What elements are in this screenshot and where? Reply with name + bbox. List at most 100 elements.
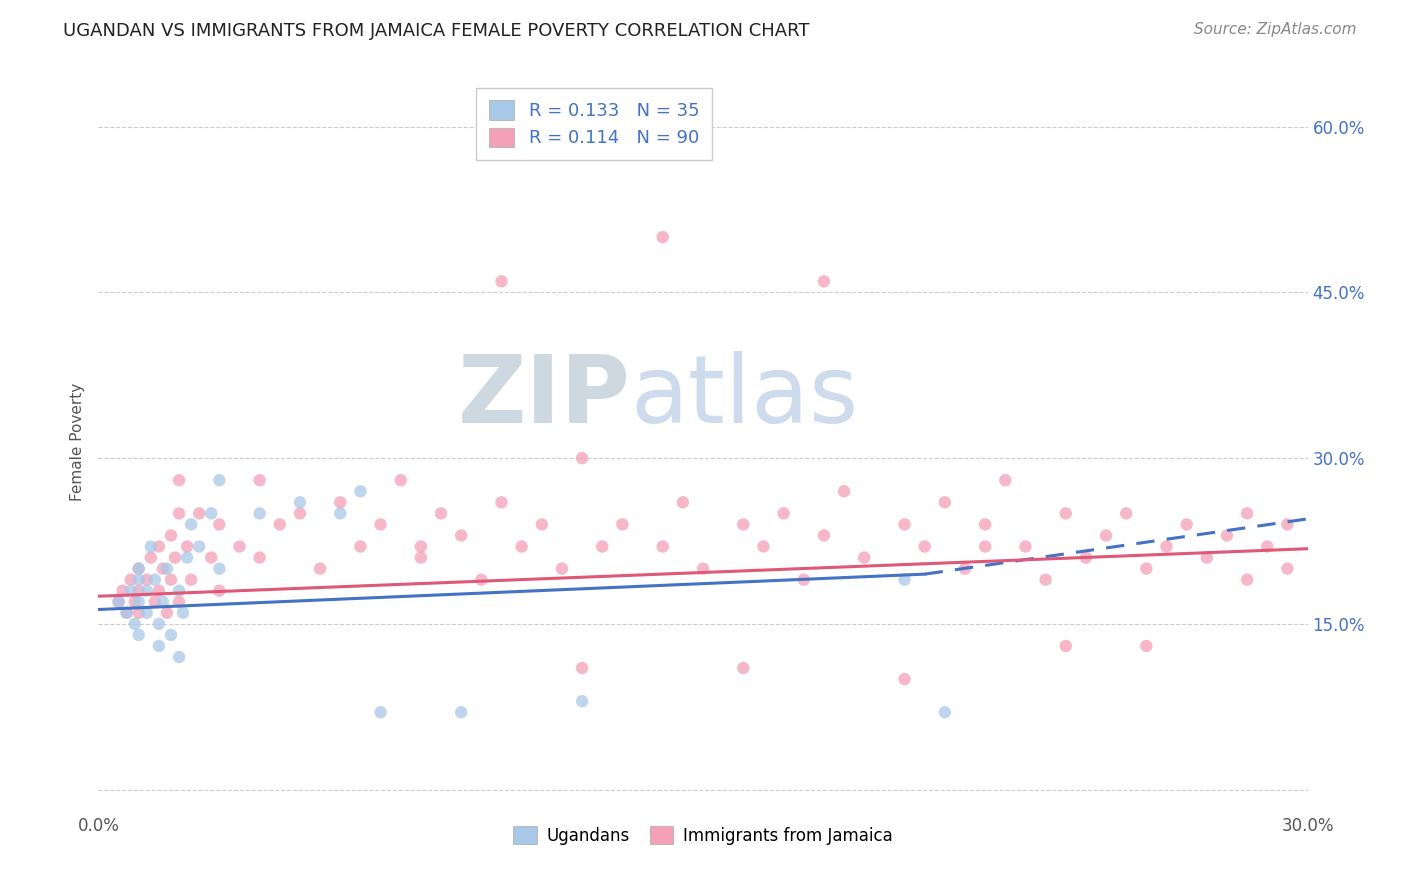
Immigrants from Jamaica — [139, 550, 162, 565]
Immigrants from Jamaica — [409, 540, 432, 554]
Immigrants from Jamaica — [152, 561, 174, 575]
Ugandans — [128, 573, 150, 587]
Immigrants from Jamaica — [470, 573, 492, 587]
Text: atlas: atlas — [630, 351, 859, 443]
Immigrants from Jamaica — [1035, 573, 1057, 587]
Immigrants from Jamaica — [249, 550, 271, 565]
Immigrants from Jamaica — [672, 495, 695, 509]
Immigrants from Jamaica — [591, 540, 613, 554]
Y-axis label: Female Poverty: Female Poverty — [70, 383, 86, 500]
Immigrants from Jamaica — [893, 672, 915, 686]
Immigrants from Jamaica — [1115, 507, 1137, 521]
Ugandans — [176, 550, 198, 565]
Ugandans — [188, 540, 211, 554]
Immigrants from Jamaica — [180, 573, 202, 587]
Immigrants from Jamaica — [120, 573, 142, 587]
Immigrants from Jamaica — [651, 540, 673, 554]
Immigrants from Jamaica — [1054, 507, 1077, 521]
Immigrants from Jamaica — [269, 517, 291, 532]
Text: UGANDAN VS IMMIGRANTS FROM JAMAICA FEMALE POVERTY CORRELATION CHART: UGANDAN VS IMMIGRANTS FROM JAMAICA FEMAL… — [63, 22, 810, 40]
Immigrants from Jamaica — [148, 583, 170, 598]
Immigrants from Jamaica — [733, 661, 755, 675]
Ugandans — [370, 706, 392, 720]
Immigrants from Jamaica — [309, 561, 332, 575]
Immigrants from Jamaica — [167, 473, 190, 487]
Immigrants from Jamaica — [1236, 573, 1258, 587]
Immigrants from Jamaica — [1216, 528, 1239, 542]
Ugandans — [288, 495, 311, 509]
Ugandans — [329, 507, 352, 521]
Immigrants from Jamaica — [953, 561, 976, 575]
Ugandans — [128, 561, 150, 575]
Immigrants from Jamaica — [228, 540, 250, 554]
Immigrants from Jamaica — [111, 583, 134, 598]
Ugandans — [208, 473, 231, 487]
Ugandans — [135, 583, 157, 598]
Immigrants from Jamaica — [772, 507, 794, 521]
Immigrants from Jamaica — [249, 473, 271, 487]
Ugandans — [349, 484, 371, 499]
Immigrants from Jamaica — [160, 528, 183, 542]
Legend: Ugandans, Immigrants from Jamaica: Ugandans, Immigrants from Jamaica — [506, 820, 900, 852]
Ugandans — [148, 616, 170, 631]
Immigrants from Jamaica — [1277, 561, 1299, 575]
Immigrants from Jamaica — [491, 495, 513, 509]
Immigrants from Jamaica — [370, 517, 392, 532]
Immigrants from Jamaica — [128, 561, 150, 575]
Immigrants from Jamaica — [208, 517, 231, 532]
Immigrants from Jamaica — [793, 573, 815, 587]
Immigrants from Jamaica — [510, 540, 533, 554]
Immigrants from Jamaica — [176, 540, 198, 554]
Immigrants from Jamaica — [148, 540, 170, 554]
Ugandans — [167, 650, 190, 665]
Ugandans — [128, 595, 150, 609]
Ugandans — [249, 507, 271, 521]
Immigrants from Jamaica — [571, 451, 593, 466]
Immigrants from Jamaica — [128, 583, 150, 598]
Immigrants from Jamaica — [1236, 507, 1258, 521]
Immigrants from Jamaica — [156, 606, 179, 620]
Immigrants from Jamaica — [612, 517, 634, 532]
Immigrants from Jamaica — [813, 274, 835, 288]
Immigrants from Jamaica — [135, 573, 157, 587]
Ugandans — [120, 583, 142, 598]
Ugandans — [934, 706, 956, 720]
Immigrants from Jamaica — [692, 561, 714, 575]
Immigrants from Jamaica — [1095, 528, 1118, 542]
Immigrants from Jamaica — [1135, 561, 1157, 575]
Immigrants from Jamaica — [167, 507, 190, 521]
Ugandans — [172, 606, 194, 620]
Ugandans — [107, 595, 129, 609]
Immigrants from Jamaica — [1054, 639, 1077, 653]
Ugandans — [156, 561, 179, 575]
Immigrants from Jamaica — [124, 595, 146, 609]
Immigrants from Jamaica — [813, 528, 835, 542]
Ugandans — [180, 517, 202, 532]
Ugandans — [160, 628, 183, 642]
Text: Source: ZipAtlas.com: Source: ZipAtlas.com — [1194, 22, 1357, 37]
Immigrants from Jamaica — [1175, 517, 1198, 532]
Immigrants from Jamaica — [752, 540, 775, 554]
Immigrants from Jamaica — [143, 595, 166, 609]
Immigrants from Jamaica — [409, 550, 432, 565]
Ugandans — [124, 616, 146, 631]
Immigrants from Jamaica — [1256, 540, 1278, 554]
Text: ZIP: ZIP — [457, 351, 630, 443]
Ugandans — [139, 540, 162, 554]
Ugandans — [115, 606, 138, 620]
Ugandans — [143, 573, 166, 587]
Immigrants from Jamaica — [491, 274, 513, 288]
Immigrants from Jamaica — [200, 550, 222, 565]
Immigrants from Jamaica — [430, 507, 453, 521]
Immigrants from Jamaica — [1156, 540, 1178, 554]
Ugandans — [148, 639, 170, 653]
Immigrants from Jamaica — [1014, 540, 1036, 554]
Immigrants from Jamaica — [163, 550, 186, 565]
Immigrants from Jamaica — [530, 517, 553, 532]
Ugandans — [135, 606, 157, 620]
Immigrants from Jamaica — [974, 540, 997, 554]
Immigrants from Jamaica — [934, 495, 956, 509]
Immigrants from Jamaica — [329, 495, 352, 509]
Immigrants from Jamaica — [160, 573, 183, 587]
Immigrants from Jamaica — [450, 528, 472, 542]
